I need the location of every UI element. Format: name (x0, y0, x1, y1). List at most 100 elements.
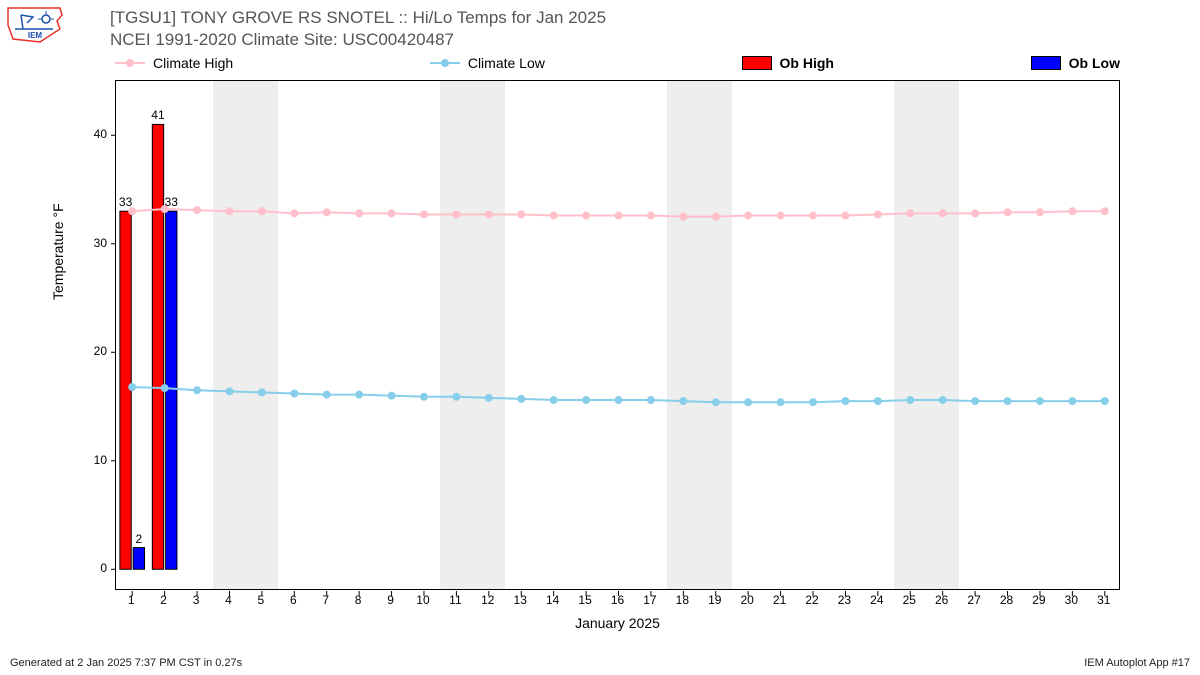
climate-low-marker (939, 396, 947, 404)
y-tick-label: 30 (67, 236, 107, 250)
footer-app: IEM Autoplot App #17 (1084, 657, 1190, 669)
chart-title-1: [TGSU1] TONY GROVE RS SNOTEL :: Hi/Lo Te… (110, 8, 606, 28)
legend: Climate High Climate Low Ob High Ob Low (115, 50, 1120, 75)
x-axis-label: January 2025 (115, 615, 1120, 631)
x-tick-label: 9 (376, 593, 406, 607)
footer-generated: Generated at 2 Jan 2025 7:37 PM CST in 0… (10, 657, 242, 669)
x-tick-label: 15 (570, 593, 600, 607)
climate-high-marker (225, 207, 233, 215)
legend-item-climate-high: Climate High (115, 55, 233, 71)
climate-high-marker (841, 212, 849, 220)
x-tick-label: 18 (667, 593, 697, 607)
x-tick-label: 11 (440, 593, 470, 607)
climate-low-marker (582, 396, 590, 404)
x-tick-label: 17 (635, 593, 665, 607)
climate-high-marker (550, 212, 558, 220)
climate-high-marker (679, 213, 687, 221)
x-tick-label: 27 (959, 593, 989, 607)
y-tick-label: 10 (67, 453, 107, 467)
legend-label: Ob High (780, 55, 834, 71)
x-tick-label: 29 (1024, 593, 1054, 607)
x-tick-label: 23 (829, 593, 859, 607)
chart-title-2: NCEI 1991-2020 Climate Site: USC00420487 (110, 30, 606, 50)
chart-titles: [TGSU1] TONY GROVE RS SNOTEL :: Hi/Lo Te… (110, 8, 606, 50)
climate-low-marker (1101, 397, 1109, 405)
x-tick-label: 3 (181, 593, 211, 607)
svg-text:IEM: IEM (28, 31, 43, 40)
legend-item-ob-high: Ob High (742, 55, 834, 71)
climate-low-marker (809, 398, 817, 406)
y-tick-label: 0 (67, 561, 107, 575)
climate-low-marker (615, 396, 623, 404)
x-tick-label: 30 (1056, 593, 1086, 607)
x-tick-label: 16 (603, 593, 633, 607)
x-tick-label: 12 (473, 593, 503, 607)
bar-value-label: 2 (129, 532, 149, 546)
x-tick-label: 4 (213, 593, 243, 607)
climate-high-marker (517, 210, 525, 218)
climate-low-marker (452, 393, 460, 401)
climate-high-marker (809, 212, 817, 220)
climate-low-marker (679, 397, 687, 405)
climate-low-marker (323, 391, 331, 399)
climate-high-marker (452, 210, 460, 218)
x-tick-label: 13 (505, 593, 535, 607)
x-tick-label: 20 (732, 593, 762, 607)
y-axis-label: Temperature °F (50, 203, 66, 300)
x-tick-label: 21 (765, 593, 795, 607)
plot-svg (116, 81, 1121, 591)
x-tick-label: 25 (894, 593, 924, 607)
climate-high-marker (1004, 208, 1012, 216)
climate-high-marker (582, 212, 590, 220)
iem-logo: IEM (5, 5, 65, 45)
bar-ob-low (133, 548, 144, 570)
climate-high-marker (906, 209, 914, 217)
x-tick-label: 1 (116, 593, 146, 607)
climate-low-marker (550, 396, 558, 404)
x-tick-label: 10 (408, 593, 438, 607)
climate-low-marker (388, 392, 396, 400)
climate-low-marker (517, 395, 525, 403)
climate-low-marker (225, 387, 233, 395)
climate-low-marker (193, 386, 201, 394)
climate-high-marker (323, 208, 331, 216)
climate-high-marker (712, 213, 720, 221)
legend-item-climate-low: Climate Low (430, 55, 545, 71)
climate-low-marker (647, 396, 655, 404)
climate-high-marker (420, 210, 428, 218)
x-tick-label: 31 (1089, 593, 1119, 607)
climate-low-marker (777, 398, 785, 406)
climate-high-marker (258, 207, 266, 215)
climate-high-marker (355, 209, 363, 217)
climate-low-marker (1004, 397, 1012, 405)
climate-low-marker (1036, 397, 1044, 405)
climate-high-marker (615, 212, 623, 220)
bar-value-label: 33 (161, 195, 181, 209)
climate-low-marker (906, 396, 914, 404)
climate-high-marker (647, 212, 655, 220)
x-tick-label: 19 (700, 593, 730, 607)
x-tick-label: 26 (927, 593, 957, 607)
x-tick-label: 8 (343, 593, 373, 607)
x-tick-label: 22 (797, 593, 827, 607)
x-tick-label: 24 (862, 593, 892, 607)
climate-low-marker (841, 397, 849, 405)
climate-high-marker (290, 209, 298, 217)
climate-low-marker (744, 398, 752, 406)
climate-high-marker (777, 212, 785, 220)
plot-area: 3324133 (115, 80, 1120, 590)
bar-ob-high (152, 124, 163, 569)
climate-high-marker (939, 209, 947, 217)
x-tick-label: 5 (246, 593, 276, 607)
climate-high-marker (1036, 208, 1044, 216)
bar-value-label: 41 (148, 108, 168, 122)
climate-low-marker (128, 383, 136, 391)
climate-high-marker (744, 212, 752, 220)
climate-high-marker (971, 209, 979, 217)
x-tick-label: 2 (149, 593, 179, 607)
climate-low-marker (420, 393, 428, 401)
climate-low-marker (1068, 397, 1076, 405)
x-tick-label: 7 (311, 593, 341, 607)
legend-label: Climate Low (468, 55, 545, 71)
climate-low-marker (712, 398, 720, 406)
